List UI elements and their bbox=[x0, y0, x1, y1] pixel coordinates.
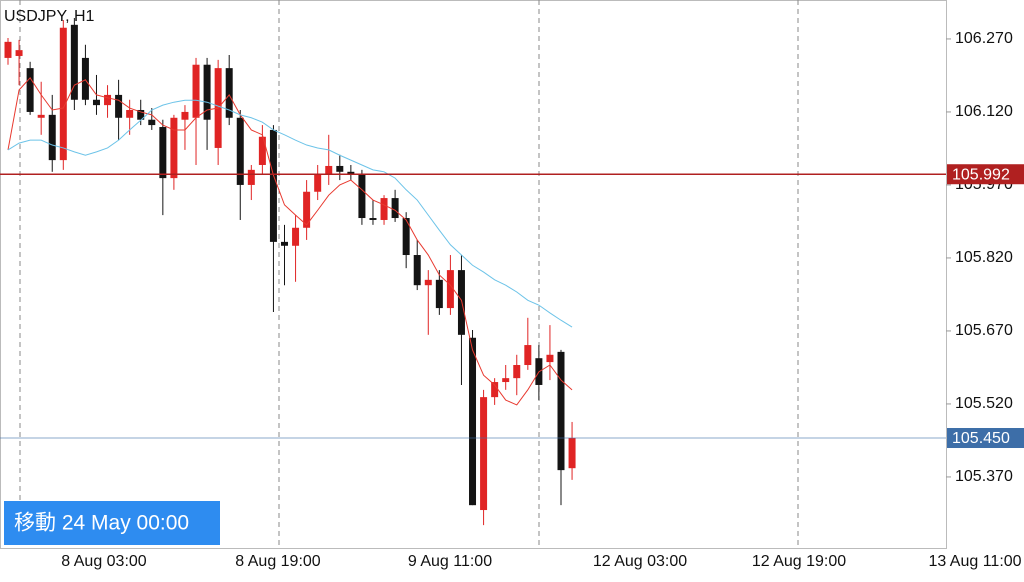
candle-body bbox=[281, 241, 288, 246]
candle-body bbox=[247, 169, 255, 185]
price-tag-label: 105.450 bbox=[952, 430, 1010, 447]
candle-body bbox=[81, 57, 89, 100]
x-tick-label: 12 Aug 03:00 bbox=[593, 553, 687, 570]
candle-body bbox=[446, 270, 454, 309]
candle-body bbox=[380, 198, 388, 220]
moving-average bbox=[7, 77, 573, 406]
y-tick-label: 105.370 bbox=[955, 468, 1013, 485]
candle-body bbox=[557, 351, 565, 471]
candle-body bbox=[546, 354, 554, 363]
candle-body bbox=[480, 397, 488, 511]
candle-body bbox=[258, 136, 266, 165]
candle-body bbox=[402, 218, 410, 256]
candle-body bbox=[269, 129, 277, 242]
x-tick-label: 8 Aug 19:00 bbox=[235, 553, 321, 570]
candle-body bbox=[192, 64, 200, 118]
candle-body bbox=[159, 127, 167, 179]
candle-body bbox=[70, 24, 78, 100]
plot-border bbox=[0, 0, 947, 549]
chart-title: USDJPY, H1 bbox=[4, 8, 95, 25]
price-tag bbox=[947, 164, 1024, 185]
candle-body bbox=[115, 94, 123, 118]
y-tick-label: 105.520 bbox=[955, 395, 1013, 412]
candle-body bbox=[524, 345, 532, 366]
price-tag-label: 105.992 bbox=[952, 166, 1010, 183]
x-tick-label: 12 Aug 19:00 bbox=[752, 553, 846, 570]
candle-body bbox=[26, 68, 34, 112]
candle-body bbox=[236, 117, 244, 185]
candle-body bbox=[513, 365, 521, 379]
candle-body bbox=[469, 337, 477, 506]
x-tick-label: 13 Aug 11:00 bbox=[928, 553, 1021, 570]
y-tick-label: 105.820 bbox=[955, 249, 1013, 266]
candle-body bbox=[181, 111, 189, 120]
candle-body bbox=[391, 198, 399, 219]
candle-body bbox=[4, 41, 12, 58]
candle-body bbox=[424, 279, 432, 286]
candle-body bbox=[225, 68, 233, 118]
candle-body bbox=[325, 165, 333, 175]
candle-body bbox=[314, 174, 322, 192]
candle-body bbox=[203, 64, 211, 120]
candle-body bbox=[126, 109, 134, 118]
candle-body bbox=[435, 279, 443, 309]
candle-body bbox=[491, 382, 499, 398]
candle-body bbox=[413, 255, 421, 286]
cursor-box bbox=[4, 501, 220, 545]
candle-body bbox=[347, 171, 355, 175]
x-tick-label: 9 Aug 11:00 bbox=[408, 553, 492, 570]
candle-body bbox=[502, 378, 510, 383]
candle-body bbox=[336, 165, 344, 172]
candle-body bbox=[137, 109, 145, 120]
candle-body bbox=[59, 27, 67, 161]
x-tick-label: 8 Aug 03:00 bbox=[61, 553, 147, 570]
moving-average bbox=[7, 99, 573, 328]
candle-body bbox=[148, 119, 156, 126]
y-tick-label: 105.670 bbox=[955, 322, 1013, 339]
cursor-label: 移動 24 May 00:00 bbox=[14, 512, 189, 535]
candle-body bbox=[303, 191, 311, 228]
y-tick-label: 106.120 bbox=[955, 103, 1013, 120]
time-grid bbox=[19, 0, 799, 548]
candle-body bbox=[48, 114, 56, 161]
candle-body bbox=[170, 117, 178, 179]
candle-body bbox=[292, 227, 300, 246]
candle-body bbox=[568, 438, 576, 469]
price-tag bbox=[947, 428, 1024, 449]
candle-body bbox=[358, 174, 366, 219]
y-tick-label: 106.270 bbox=[955, 30, 1013, 47]
candle-body bbox=[104, 94, 112, 106]
candle-body bbox=[15, 50, 23, 56]
candle-body bbox=[92, 99, 100, 106]
candle-body bbox=[369, 218, 377, 220]
candle-body bbox=[37, 114, 45, 118]
